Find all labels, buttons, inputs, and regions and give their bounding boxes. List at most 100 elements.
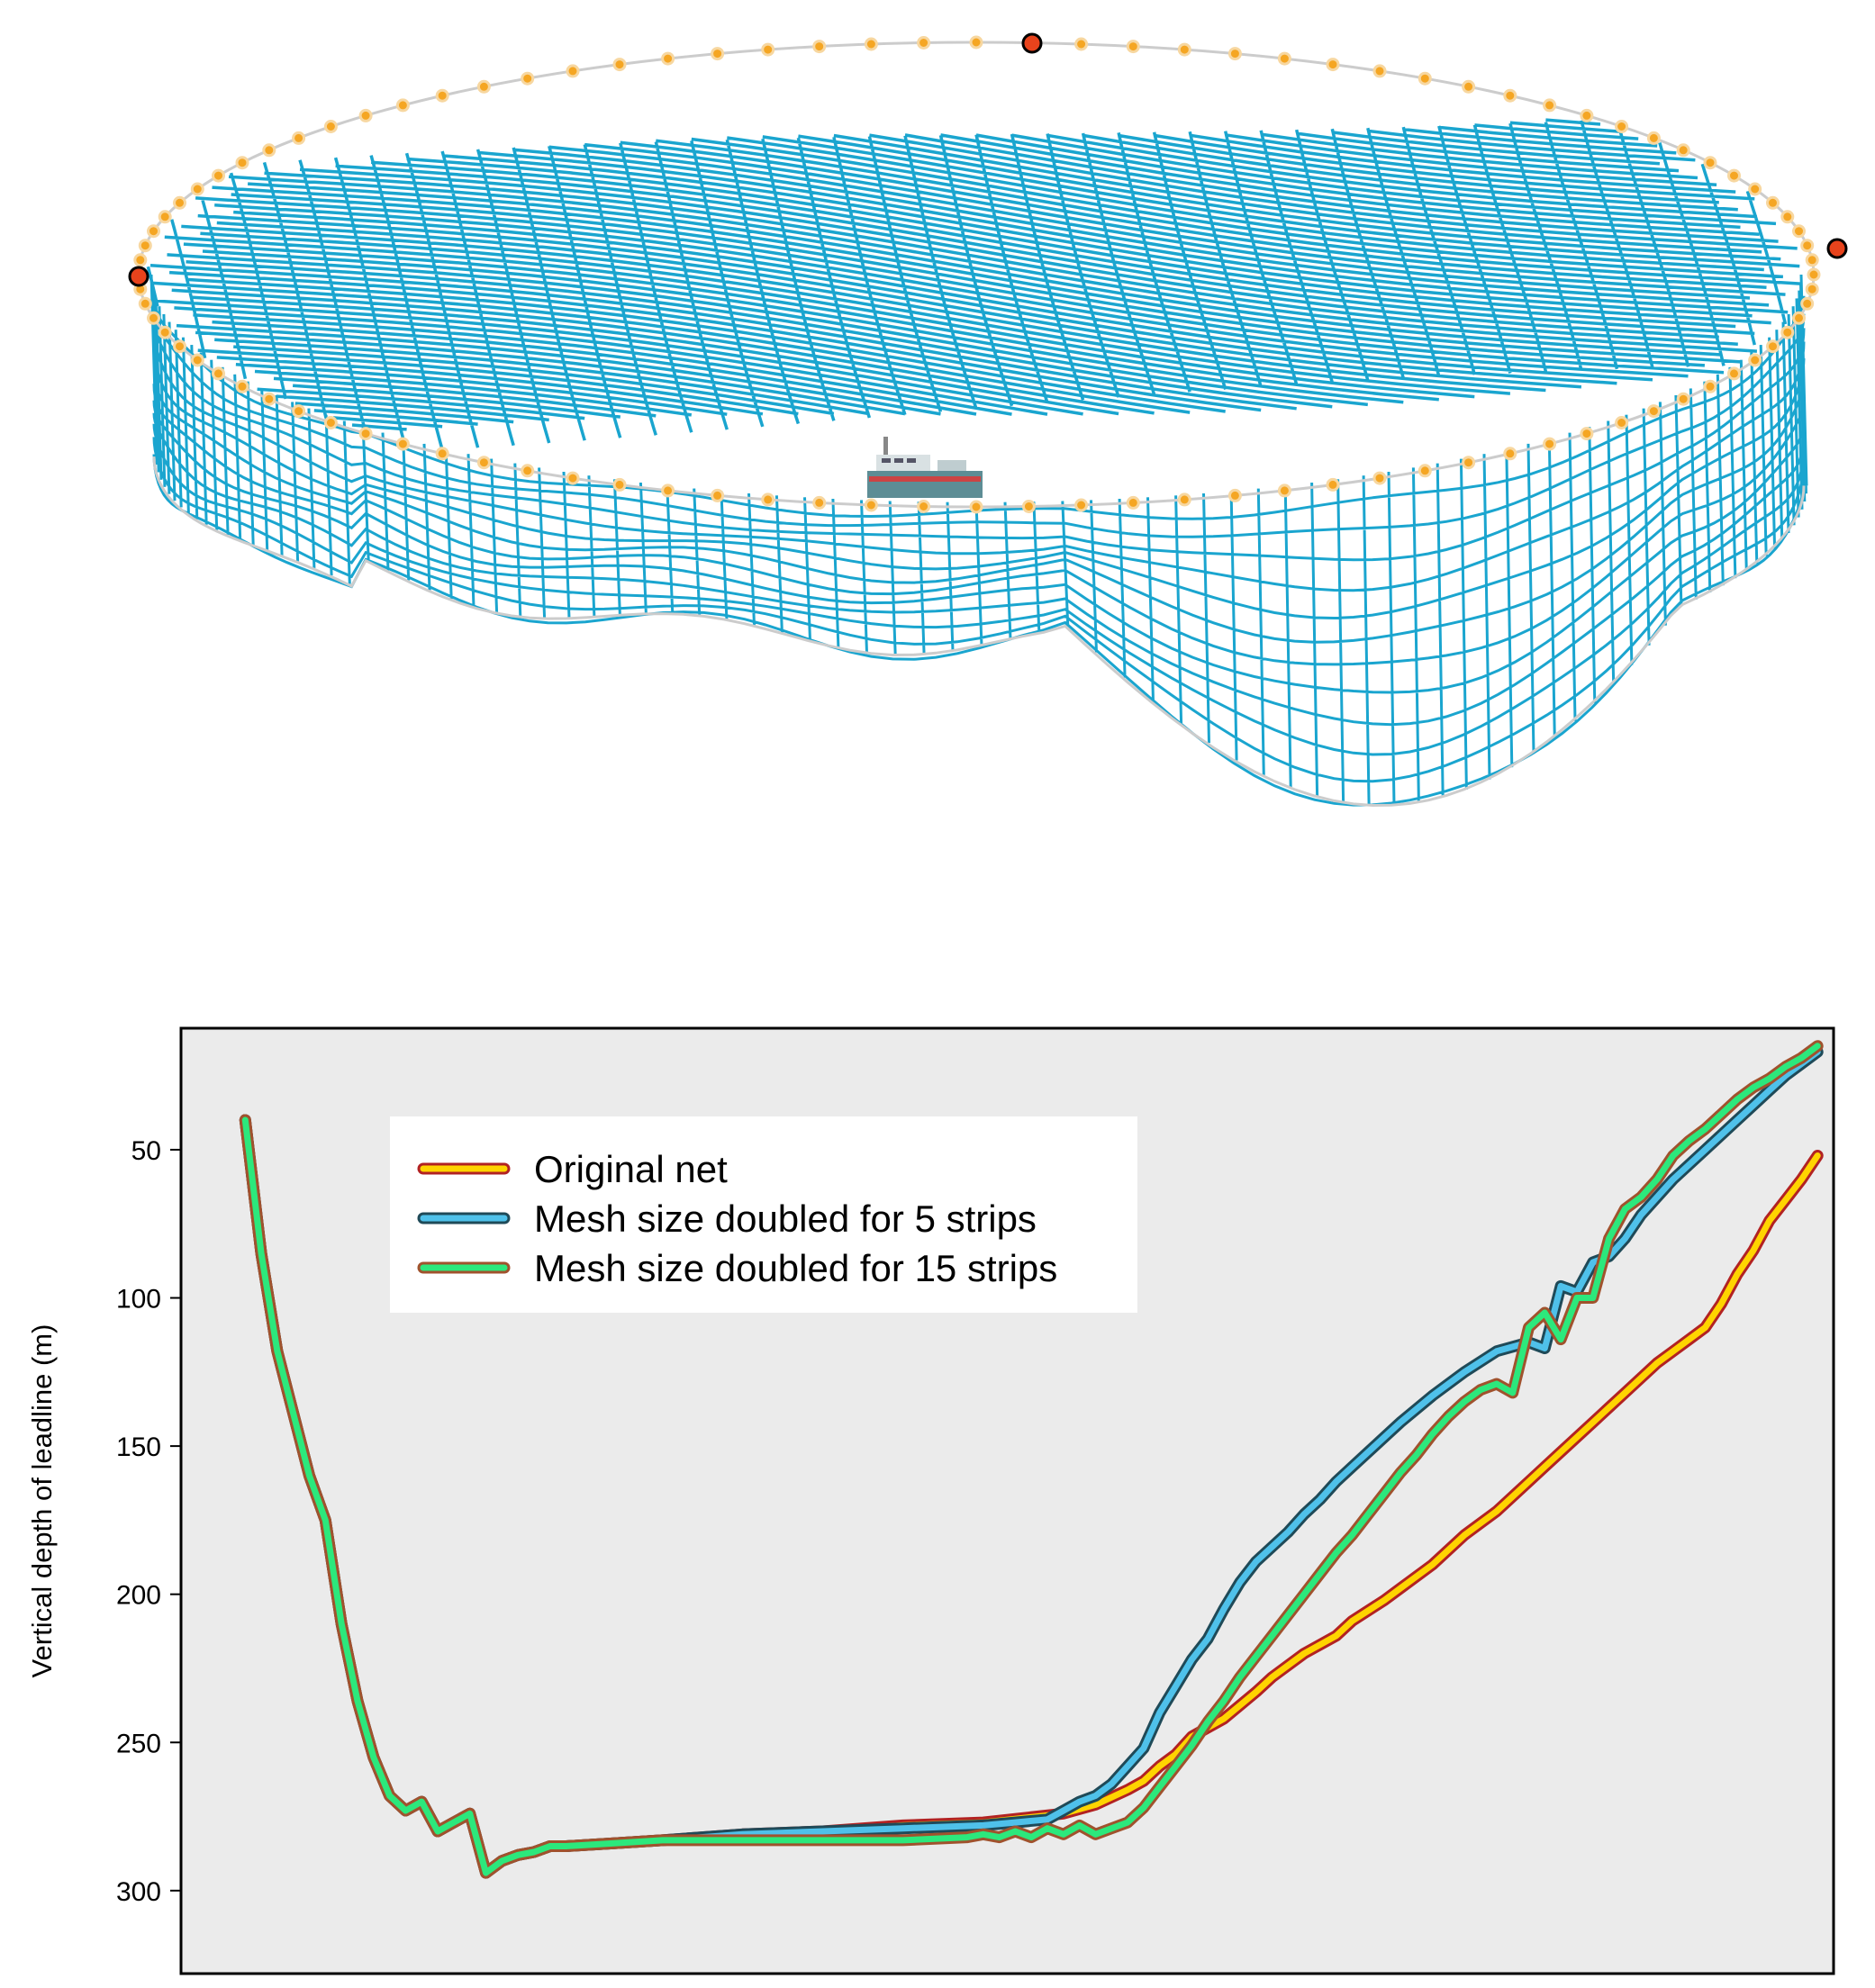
float-marker bbox=[761, 42, 775, 57]
float-marker bbox=[1807, 267, 1821, 282]
float-marker bbox=[1503, 88, 1517, 103]
float-marker bbox=[1800, 239, 1815, 253]
float-marker bbox=[435, 447, 449, 461]
float-marker bbox=[1805, 282, 1819, 296]
float-marker bbox=[147, 311, 160, 325]
float-marker bbox=[612, 477, 627, 492]
y-tick-label: 50 bbox=[131, 1136, 161, 1166]
float-marker bbox=[1372, 471, 1387, 485]
float-marker bbox=[1326, 58, 1340, 72]
float-marker bbox=[1326, 477, 1340, 492]
float-marker bbox=[917, 36, 931, 50]
float-marker bbox=[476, 456, 491, 470]
float-marker bbox=[212, 366, 225, 381]
float-marker bbox=[1800, 296, 1815, 311]
y-axis-title: Vertical depth of leadline (m) bbox=[26, 1324, 58, 1678]
float-marker bbox=[1126, 495, 1140, 510]
legend-label: Original net bbox=[534, 1148, 728, 1190]
legend: Original net Mesh size doubled for 5 stri… bbox=[390, 1116, 1137, 1313]
float-marker bbox=[173, 339, 186, 354]
float-marker bbox=[1805, 253, 1819, 267]
buoy-marker bbox=[1021, 32, 1043, 54]
float-marker bbox=[1727, 168, 1741, 183]
buoy-markers bbox=[128, 32, 1848, 287]
float-marker bbox=[812, 495, 827, 510]
float-marker bbox=[1703, 379, 1717, 393]
purse-seine-net-diagram bbox=[128, 32, 1848, 808]
legend-label: Mesh size doubled for 15 strips bbox=[534, 1247, 1057, 1289]
float-marker bbox=[711, 47, 725, 61]
float-marker bbox=[1792, 311, 1806, 325]
float-marker bbox=[435, 88, 449, 103]
float-marker bbox=[1277, 483, 1291, 498]
float-marker bbox=[1021, 500, 1036, 513]
float-marker bbox=[521, 71, 535, 86]
float-marker bbox=[864, 37, 878, 51]
float-marker bbox=[566, 64, 580, 78]
float-marker bbox=[1372, 64, 1387, 78]
y-axis-ticks: 50 100 150 200 250 300 bbox=[116, 1136, 181, 1907]
float-marker bbox=[1074, 498, 1089, 512]
float-marker bbox=[1418, 71, 1432, 86]
float-marker bbox=[395, 437, 410, 451]
float-marker bbox=[1074, 37, 1089, 51]
float-marker bbox=[358, 108, 373, 122]
net-mesh bbox=[148, 117, 1807, 807]
float-marker bbox=[1792, 224, 1806, 239]
float-marker bbox=[138, 239, 152, 253]
float-marker bbox=[1748, 182, 1762, 196]
float-marker bbox=[1277, 51, 1291, 66]
series-lines bbox=[239, 1040, 1824, 1879]
float-marker bbox=[1177, 42, 1191, 57]
float-marker bbox=[1580, 427, 1594, 441]
series-line-2 bbox=[241, 1043, 1821, 1876]
float-marker bbox=[521, 464, 535, 478]
float-markers bbox=[131, 35, 1821, 514]
float-marker bbox=[711, 488, 725, 502]
net-mesh-inner bbox=[148, 117, 1802, 450]
float-marker bbox=[292, 404, 306, 419]
float-marker bbox=[190, 353, 204, 367]
float-marker bbox=[1580, 108, 1594, 122]
float-marker bbox=[1418, 464, 1432, 478]
buoy-marker bbox=[1826, 238, 1848, 259]
float-marker bbox=[173, 195, 186, 210]
float-marker bbox=[864, 498, 878, 512]
float-marker bbox=[917, 500, 931, 513]
vessel-icon bbox=[867, 437, 983, 498]
float-marker bbox=[1227, 47, 1242, 61]
float-marker bbox=[212, 168, 225, 183]
float-marker bbox=[1462, 456, 1476, 470]
float-marker bbox=[969, 500, 983, 514]
float-marker bbox=[1646, 404, 1661, 419]
y-tick-label: 200 bbox=[116, 1581, 161, 1611]
float-marker bbox=[262, 392, 276, 406]
float-marker bbox=[1462, 79, 1476, 94]
float-marker bbox=[1126, 40, 1140, 54]
float-marker bbox=[1615, 120, 1629, 133]
float-marker bbox=[235, 156, 249, 170]
float-marker bbox=[1227, 488, 1242, 502]
leadline-depth-chart: 50 100 150 200 250 300 Vertical depth of lead… bbox=[26, 1026, 1835, 1975]
float-marker bbox=[1503, 447, 1517, 461]
float-marker bbox=[1543, 98, 1557, 113]
float-marker bbox=[661, 483, 675, 498]
float-marker bbox=[1727, 366, 1741, 381]
float-marker bbox=[476, 79, 491, 94]
float-marker bbox=[323, 120, 338, 133]
float-marker bbox=[1766, 339, 1780, 354]
y-tick-label: 300 bbox=[116, 1877, 161, 1907]
float-marker bbox=[158, 325, 172, 339]
y-tick-label: 100 bbox=[116, 1285, 161, 1315]
legend-box bbox=[390, 1116, 1137, 1313]
float-marker bbox=[138, 296, 152, 311]
float-marker bbox=[1676, 392, 1690, 406]
float-marker bbox=[761, 492, 775, 507]
float-marker bbox=[566, 471, 580, 485]
float-marker bbox=[1177, 492, 1191, 507]
float-marker bbox=[1646, 131, 1661, 145]
y-tick-label: 150 bbox=[116, 1432, 161, 1462]
float-marker bbox=[1703, 156, 1717, 170]
float-marker bbox=[133, 253, 148, 267]
float-marker bbox=[1766, 195, 1780, 210]
